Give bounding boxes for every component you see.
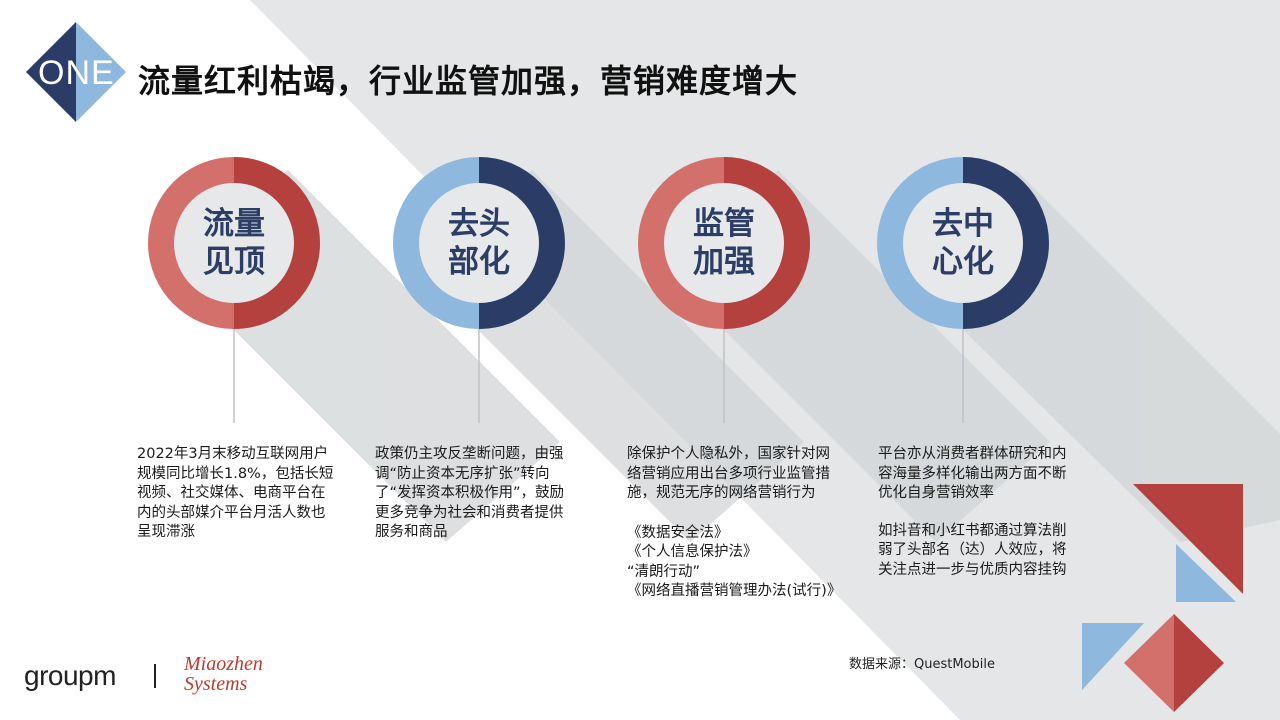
- miaozhen-logo-line2: Systems: [184, 673, 248, 695]
- miaozhen-logo-line1: Miaozhen: [184, 653, 263, 675]
- law-item: “清朗行动”: [627, 563, 701, 580]
- description-paragraph: 除保护个人隐私外，国家针对网络营销应用出台多项行业监管措施，规范无序的网络营销行…: [627, 446, 830, 501]
- section-badge: ONE: [38, 54, 115, 92]
- law-item: 《网络直播营销管理办法(试行)》: [627, 583, 842, 599]
- law-item: 《数据安全法》: [627, 524, 729, 541]
- description-jianguan: 除保护个人隐私外，国家针对网络营销应用出台多项行业监管措施，规范无序的网络营销行…: [627, 445, 841, 602]
- law-item: 《个人信息保护法》: [627, 544, 758, 560]
- description-paragraph: 平台亦从消费者群体研究和内容海量多样化输出两方面不断优化自身营销效率: [878, 446, 1067, 501]
- ring-label-line1: 流量: [203, 206, 265, 242]
- ring-label-line2: 加强: [693, 244, 755, 280]
- logo-separator: [154, 664, 156, 688]
- ring-label-line2: 见顶: [203, 244, 265, 280]
- ring-jianguan: [638, 157, 810, 329]
- miaozhen-logo: Miaozhen Systems: [184, 654, 264, 694]
- ring-liuliang: [148, 157, 320, 329]
- connector-lines: [233, 328, 964, 423]
- ring-quzhongxin: [877, 157, 1049, 329]
- description-quzhongxin: 平台亦从消费者群体研究和内容海量多样化输出两方面不断优化自身营销效率 如抖音和小…: [878, 445, 1078, 580]
- law-list: 《数据安全法》 《个人信息保护法》 “清朗行动” 《网络直播营销管理办法(试行)…: [627, 524, 841, 602]
- one-badge-diamond: [26, 22, 126, 122]
- ring-label-line2: 部化: [448, 244, 510, 280]
- ring-label-liuliang: 流量 见顶: [179, 205, 289, 281]
- ring-label-line2: 心化: [932, 244, 994, 280]
- ring-label-line1: 去中: [932, 206, 994, 242]
- description-qutou: 政策仍主攻反垄断问题，由强调“防止资本无序扩张”转向了“发挥资本积极作用”，鼓励…: [375, 445, 575, 543]
- page-title: 流量红利枯竭，行业监管加强，营销难度增大: [138, 62, 799, 100]
- description-paragraph: 如抖音和小红书都通过算法削弱了头部名（达）人效应，将关注点进一步与优质内容挂钩: [878, 522, 1067, 578]
- ring-qutou: [393, 157, 565, 329]
- ring-label-line1: 监管: [693, 206, 755, 242]
- description-liuliang: 2022年3月末移动互联网用户规模同比增长1.8%，包括长短视频、社交媒体、电商…: [137, 445, 337, 543]
- groupm-logo: groupm: [24, 660, 116, 691]
- ring-label-qutou: 去头 部化: [424, 205, 534, 281]
- description-paragraph: 政策仍主攻反垄断问题，由强调“防止资本无序扩张”转向了“发挥资本积极作用”，鼓励…: [375, 446, 565, 540]
- ring-label-jianguan: 监管 加强: [669, 205, 779, 281]
- ring-label-quzhongxin: 去中 心化: [908, 205, 1018, 281]
- corner-triangles-decoration: [1082, 484, 1243, 712]
- description-paragraph: 2022年3月末移动互联网用户规模同比增长1.8%，包括长短视频、社交媒体、电商…: [137, 446, 334, 540]
- data-source-note: 数据来源：QuestMobile: [849, 657, 995, 672]
- ring-label-line1: 去头: [448, 206, 510, 242]
